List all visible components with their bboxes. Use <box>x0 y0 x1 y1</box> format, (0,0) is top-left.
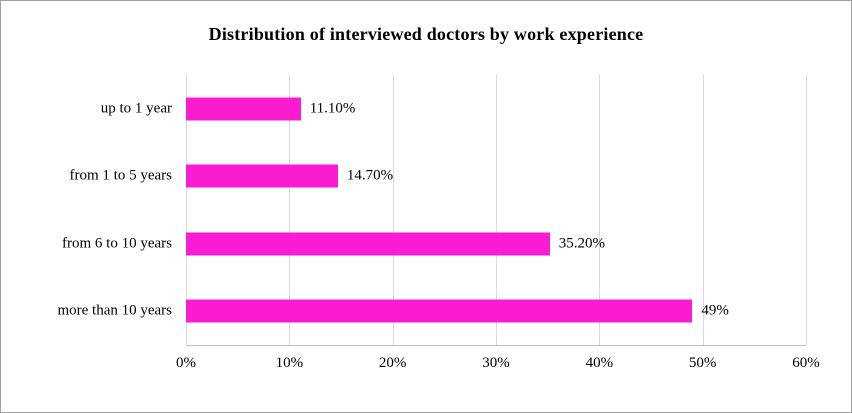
x-axis-tick-label: 20% <box>378 355 407 371</box>
plot-area: 11.10% 14.70% 35.20% 49% <box>186 75 807 346</box>
x-axis-tick-labels: 0% 10% 20% 30% 40% 50% 60% <box>176 355 820 379</box>
x-axis-tick-label: 10% <box>275 355 304 371</box>
bar-up-to-1-year <box>186 97 301 121</box>
x-axis-tick-label: 40% <box>585 355 614 371</box>
bar-more-than-10-years <box>186 299 693 323</box>
gridline <box>702 75 704 345</box>
x-axis-tick-label: 60% <box>792 355 820 371</box>
gridline <box>806 75 807 345</box>
x-axis-tick-label: 30% <box>482 355 510 371</box>
category-label: up to 1 year <box>100 100 172 117</box>
gridline <box>186 75 187 345</box>
bar-from-6-to-10-years <box>186 232 550 256</box>
gridline <box>599 75 601 345</box>
x-axis-tick-label: 50% <box>688 355 717 371</box>
gridline <box>392 75 394 345</box>
bar-value-label: 14.70% <box>346 167 394 184</box>
x-axis-tick-label: 0% <box>176 355 196 371</box>
bar-value-label: 49% <box>701 302 729 319</box>
gridline <box>289 75 291 345</box>
category-label: from 6 to 10 years <box>62 235 172 252</box>
bar-value-label: 35.20% <box>558 235 605 252</box>
bar-value-label: 11.10% <box>309 100 356 117</box>
category-label: from 1 to 5 years <box>69 167 172 184</box>
gridline <box>496 75 497 345</box>
category-label: more than 10 years <box>57 302 172 319</box>
chart-title: Distribution of interviewed doctors by w… <box>208 24 644 44</box>
y-axis-category-labels: up to 1 year from 1 to 5 years from 6 to 1… <box>1 75 179 345</box>
bar-from-1-to-5-years <box>186 164 338 188</box>
